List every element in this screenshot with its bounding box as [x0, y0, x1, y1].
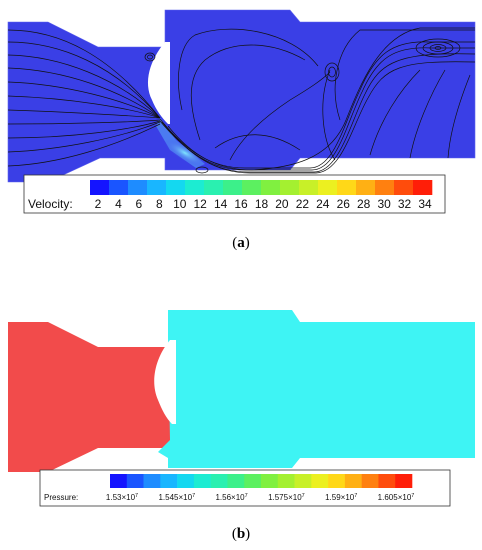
jet-core	[163, 139, 207, 167]
velocity-colorbar-cell	[223, 180, 243, 195]
velocity-colorbar: Velocity: 2 4 6 8 10 12 14 16 18 20 22 24 26 28 30 32 34	[23, 174, 446, 214]
velocity-tick-label: 34	[418, 197, 432, 211]
velocity-tick-label: 8	[156, 197, 163, 211]
pressure-colorbar: Pressure: 1.53×107 1.545×107 1.56×107 1.575…	[39, 469, 451, 507]
streamlines	[7, 27, 476, 174]
velocity-colorbar-cell	[90, 180, 110, 195]
velocity-tick-label: 2	[95, 197, 102, 211]
pressure-tick-label: 1.575×107	[268, 493, 305, 502]
pressure-colorbar-cell	[378, 474, 396, 488]
velocity-colorbar-cells	[90, 180, 433, 195]
inlet-high-pressure-region	[8, 322, 170, 472]
pressure-colorbar-cell	[261, 474, 279, 488]
pressure-colorbar-cell	[143, 474, 161, 488]
pressure-colorbar-cell	[277, 474, 295, 488]
velocity-colorbar-cell	[394, 180, 414, 195]
pressure-colorbar-cell	[110, 474, 128, 488]
velocity-tick-label: 26	[337, 197, 351, 211]
pressure-colorbar-cell	[193, 474, 211, 488]
velocity-colorbar-cell	[356, 180, 376, 195]
velocity-tick-label: 20	[275, 197, 289, 211]
panel-a-velocity-field	[7, 9, 476, 183]
velocity-tick-label: 12	[194, 197, 208, 211]
caption-a: (a)	[232, 235, 250, 251]
pressure-colorbar-cell	[160, 474, 178, 488]
valve-poppet	[154, 340, 176, 424]
velocity-tick-label: 4	[115, 197, 122, 211]
pressure-tick-label: 1.56×107	[215, 493, 247, 502]
velocity-colorbar-cell	[147, 180, 167, 195]
velocity-colorbar-label: Velocity:	[28, 197, 73, 211]
velocity-colorbar-cell	[375, 180, 395, 195]
velocity-colorbar-cell	[185, 180, 205, 195]
velocity-colorbar-cell	[109, 180, 129, 195]
velocity-tick-label: 30	[377, 197, 391, 211]
pressure-colorbar-cell	[294, 474, 312, 488]
velocity-tick-label: 18	[255, 197, 269, 211]
pressure-colorbar-cell	[361, 474, 379, 488]
pressure-colorbar-cell	[126, 474, 144, 488]
velocity-colorbar-cell	[204, 180, 224, 195]
velocity-colorbar-cell	[280, 180, 300, 195]
velocity-tick-label: 16	[234, 197, 248, 211]
velocity-tick-label: 6	[136, 197, 143, 211]
pressure-tick-label: 1.59×107	[325, 493, 357, 502]
valve-poppet	[148, 42, 170, 124]
velocity-colorbar-cell	[242, 180, 262, 195]
panel-b-pressure-field	[8, 310, 475, 472]
velocity-tick-label: 10	[173, 197, 187, 211]
pressure-colorbar-cells	[110, 474, 413, 488]
chamber-low-pressure-region	[158, 310, 475, 468]
pressure-tick-label: 1.53×107	[106, 493, 138, 502]
pressure-colorbar-cell	[227, 474, 245, 488]
velocity-colorbar-cell	[166, 180, 186, 195]
pressure-colorbar-cell	[244, 474, 262, 488]
vortices	[144, 38, 461, 174]
velocity-tick-label: 14	[214, 197, 228, 211]
velocity-colorbar-cell	[128, 180, 148, 195]
velocity-colorbar-cell	[337, 180, 357, 195]
pressure-colorbar-cell	[311, 474, 329, 488]
pressure-tick-label: 1.545×107	[158, 493, 195, 502]
caption-b: (b)	[232, 526, 250, 542]
velocity-tick-label: 32	[398, 197, 412, 211]
velocity-colorbar-ticks: 2 4 6 8 10 12 14 16 18 20 22 24 26 28 30 32 34	[95, 197, 432, 211]
pressure-colorbar-cell	[344, 474, 362, 488]
pressure-colorbar-label: Pressure:	[44, 493, 78, 502]
velocity-colorbar-cell	[413, 180, 433, 195]
pressure-colorbar-cell	[177, 474, 195, 488]
pressure-tick-label: 1.605×107	[378, 493, 415, 502]
valve-flow-domain	[7, 9, 476, 183]
pressure-colorbar-cell	[210, 474, 228, 488]
velocity-colorbar-cell	[318, 180, 338, 195]
velocity-tick-label: 28	[357, 197, 371, 211]
pressure-colorbar-ticks: 1.53×107 1.545×107 1.56×107 1.575×107 1.59×1…	[106, 493, 414, 502]
pressure-colorbar-cell	[328, 474, 346, 488]
velocity-colorbar-cell	[299, 180, 319, 195]
velocity-colorbar-cell	[261, 180, 281, 195]
velocity-tick-label: 22	[296, 197, 310, 211]
velocity-tick-label: 24	[316, 197, 330, 211]
pressure-colorbar-cell	[395, 474, 413, 488]
